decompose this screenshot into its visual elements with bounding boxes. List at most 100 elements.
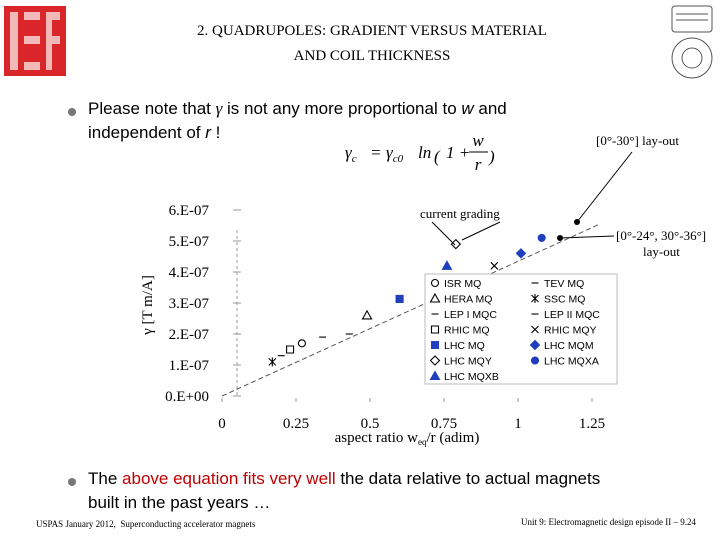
footer-left: USPAS January 2012, Superconducting acce… <box>36 519 256 529</box>
eq-ln: ln <box>418 143 431 162</box>
bullet-line: built in the past years … <box>88 493 270 512</box>
legend-marker <box>429 292 441 303</box>
point <box>490 261 499 270</box>
subscript: eq <box>418 437 427 447</box>
y-tick-label: 5.E-07 <box>169 234 210 250</box>
legend-marker <box>429 370 441 381</box>
symbol: w <box>461 99 475 118</box>
eq-one: 1 + <box>446 143 470 162</box>
point <box>286 345 295 354</box>
eq-den: r <box>475 155 482 174</box>
left-logo <box>4 6 66 76</box>
legend-label: ISR MQ <box>444 278 481 290</box>
annotation: [0°-30°] lay-out <box>596 133 679 148</box>
legend-label: RHIC MQY <box>544 325 597 337</box>
eq-coef: γc0 <box>386 143 404 165</box>
point <box>441 260 453 270</box>
bullet-line: Please note that γ is not any more propo… <box>88 99 507 118</box>
y-tick-label: 0.E+00 <box>165 389 209 405</box>
legend-label: LHC MQY <box>444 356 492 368</box>
x-tick-label: 0.75 <box>431 416 457 432</box>
symbol: r <box>205 123 212 142</box>
pointer-dot <box>574 219 580 225</box>
legend-label: SSC MQ <box>544 294 585 306</box>
annotation: current grading <box>420 206 500 221</box>
point <box>395 294 404 304</box>
chart: γ [T m/A] aspect ratio weq/r (adim) curr… <box>140 133 706 447</box>
point <box>537 233 546 242</box>
legend-label: LHC MQXA <box>544 356 599 368</box>
legend-marker <box>430 340 440 350</box>
text: aspect ratio w <box>335 430 418 446</box>
eq-num: w <box>472 131 484 150</box>
point <box>297 339 306 348</box>
bullet-line: independent of r ! <box>88 123 220 142</box>
y-tick-label: 4.E-07 <box>169 265 210 281</box>
y-tick-label: 3.E-07 <box>169 296 210 312</box>
text: Please note that <box>88 99 216 118</box>
fit-line <box>221 223 601 397</box>
eq-paren: ( <box>434 147 441 166</box>
legend-marker <box>531 294 539 303</box>
pointer-dot <box>557 235 563 241</box>
x-tick-label: 0.25 <box>283 416 309 432</box>
right-logo <box>671 5 713 79</box>
x-tick-label: 0.5 <box>361 416 380 432</box>
bullet-icon <box>68 478 76 486</box>
x-axis-label: aspect ratio weq/r (adim) <box>335 430 480 447</box>
eq-symbol: γ <box>345 143 353 162</box>
eq-sub: c0 <box>393 153 404 165</box>
bullet-icon <box>68 108 76 116</box>
legend-label: RHIC MQ <box>444 325 490 337</box>
point <box>268 357 277 367</box>
bullet-line: The above equation fits very well the da… <box>88 469 600 488</box>
text: /r (adim) <box>426 430 479 446</box>
legend-label: TEV MQ <box>544 278 584 290</box>
legend-label: LHC MQXB <box>444 371 499 383</box>
text: independent of <box>88 123 205 142</box>
legend-box <box>424 273 618 385</box>
y-tick-label: 6.E-07 <box>169 203 210 219</box>
eq-symbol: γ <box>386 143 394 162</box>
highlight: above equation fits very well <box>122 469 336 488</box>
y-tick-label: 2.E-07 <box>169 327 210 343</box>
arrow <box>461 221 501 241</box>
text: the data relative to actual magnets <box>336 469 601 488</box>
legend-marker <box>430 325 440 334</box>
legend-label: LHC MQ <box>444 340 485 352</box>
legend-marker <box>531 325 539 334</box>
point <box>515 248 527 259</box>
legend-label: LEP II MQC <box>544 309 600 321</box>
annotation: [0°-24°, 30°-36°] <box>616 228 706 243</box>
arrow <box>431 221 456 246</box>
legend-marker <box>530 356 540 365</box>
x-tick-label: 1 <box>514 416 522 432</box>
legend-label: LEP I MQC <box>444 309 497 321</box>
text: The <box>88 469 122 488</box>
text: built in the past years … <box>88 493 270 512</box>
eq-sub: c <box>352 153 357 165</box>
x-tick-label: 1.25 <box>579 416 605 432</box>
eq-equals: = <box>370 143 381 162</box>
y-axis-label: γ [T m/A] <box>140 275 156 336</box>
eq-paren: ) <box>488 147 495 166</box>
equation: γc = γc0 ln ( 1 + w r ) <box>345 131 495 174</box>
point <box>361 309 373 320</box>
x-tick-label: 0 <box>218 416 226 432</box>
y-tick-label: 1.E-07 <box>169 358 210 374</box>
title-line: 2. QUADRUPOLES: GRADIENT VERSUS MATERIAL <box>197 23 547 39</box>
arrow <box>559 235 615 239</box>
legend-marker <box>429 355 441 366</box>
annotation: lay-out <box>643 244 680 259</box>
footer-right: Unit 9: Electromagnetic design episode I… <box>521 517 696 527</box>
point <box>450 238 462 250</box>
legend-label: HERA MQ <box>444 294 492 306</box>
text: ! <box>211 123 220 142</box>
legend-marker <box>430 278 440 288</box>
arrow <box>576 151 633 223</box>
title-line: AND COIL THICKNESS <box>294 48 451 64</box>
symbol: γ <box>216 99 224 118</box>
text: is not any more proportional to <box>222 99 461 118</box>
legend-marker <box>529 339 541 351</box>
